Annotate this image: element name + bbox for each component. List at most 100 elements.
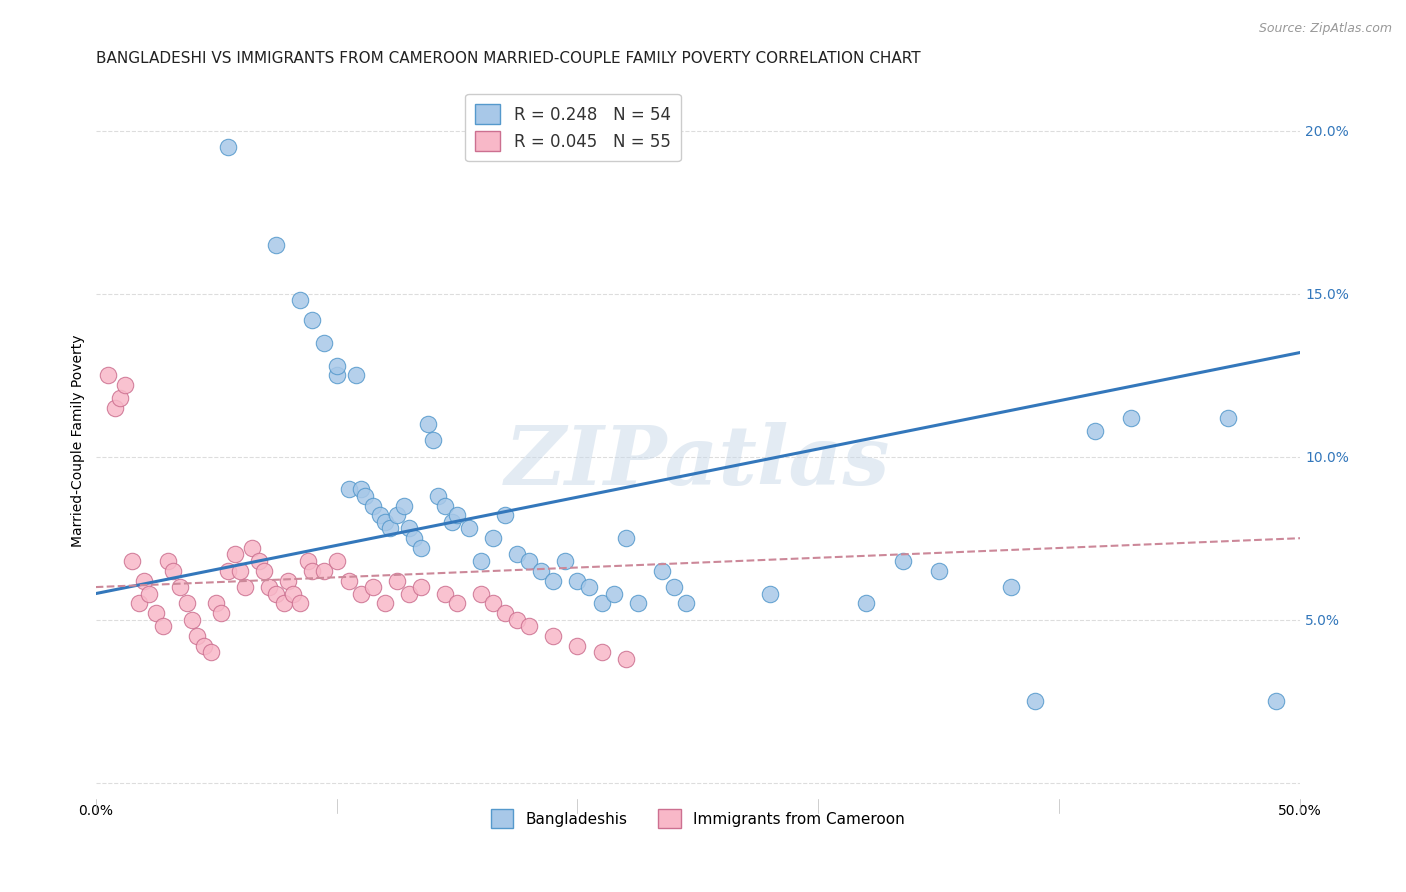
Point [209,606,232,620]
Point [337,483,360,497]
Point [138,586,160,600]
Point [200,645,222,659]
Point [446,508,468,523]
Point [253,564,276,578]
Point [181,613,204,627]
Point [325,554,347,568]
Point [344,368,367,383]
Point [152,619,174,633]
Point [591,596,613,610]
Point [398,521,420,535]
Point [224,548,246,562]
Text: BANGLADESHI VS IMMIGRANTS FROM CAMEROON MARRIED-COUPLE FAMILY POVERTY CORRELATIO: BANGLADESHI VS IMMIGRANTS FROM CAMEROON … [96,51,921,66]
Point [229,564,252,578]
Point [385,574,408,588]
Y-axis label: Married-Couple Family Poverty: Married-Couple Family Poverty [72,334,86,547]
Point [530,564,553,578]
Point [891,554,914,568]
Point [759,586,782,600]
Point [602,586,624,600]
Point [217,564,239,578]
Point [361,499,384,513]
Point [337,574,360,588]
Point [349,586,371,600]
Point [301,564,323,578]
Point [1000,580,1022,594]
Point [567,639,589,653]
Point [266,238,288,252]
Point [402,531,425,545]
Point [205,596,228,610]
Point [368,508,391,523]
Point [398,586,420,600]
Point [543,574,565,588]
Point [470,554,492,568]
Point [392,499,415,513]
Point [506,548,529,562]
Point [354,489,377,503]
Point [422,434,444,448]
Point [240,541,263,555]
Point [446,596,468,610]
Point [651,564,673,578]
Point [506,613,529,627]
Point [441,515,464,529]
Point [104,401,127,415]
Point [426,489,449,503]
Legend: Bangladeshis, Immigrants from Cameroon: Bangladeshis, Immigrants from Cameroon [485,804,911,834]
Point [114,378,136,392]
Point [614,531,637,545]
Point [494,508,516,523]
Point [1216,410,1239,425]
Point [433,586,456,600]
Point [349,483,371,497]
Point [121,554,143,568]
Point [145,606,167,620]
Point [378,521,401,535]
Point [1265,694,1288,708]
Point [1084,424,1107,438]
Point [494,606,516,620]
Point [470,586,492,600]
Point [132,574,155,588]
Point [193,639,215,653]
Text: ZIPatlas: ZIPatlas [505,422,890,502]
Point [416,417,439,432]
Point [301,313,323,327]
Point [156,554,179,568]
Point [855,596,877,610]
Point [1024,694,1046,708]
Point [517,619,540,633]
Point [554,554,576,568]
Point [385,508,408,523]
Point [277,574,299,588]
Point [257,580,280,594]
Point [482,596,505,610]
Text: Source: ZipAtlas.com: Source: ZipAtlas.com [1258,22,1392,36]
Point [543,629,565,643]
Point [176,596,198,610]
Point [249,554,271,568]
Point [217,140,239,154]
Point [928,564,950,578]
Point [186,629,208,643]
Point [409,541,432,555]
Point [290,293,312,308]
Point [97,368,120,383]
Point [314,564,336,578]
Point [591,645,613,659]
Point [567,574,589,588]
Point [325,359,347,373]
Point [578,580,600,594]
Point [297,554,319,568]
Point [627,596,650,610]
Point [614,652,637,666]
Point [108,391,131,405]
Point [458,521,481,535]
Point [433,499,456,513]
Point [233,580,256,594]
Point [314,335,336,350]
Point [374,596,396,610]
Point [290,596,312,610]
Point [675,596,697,610]
